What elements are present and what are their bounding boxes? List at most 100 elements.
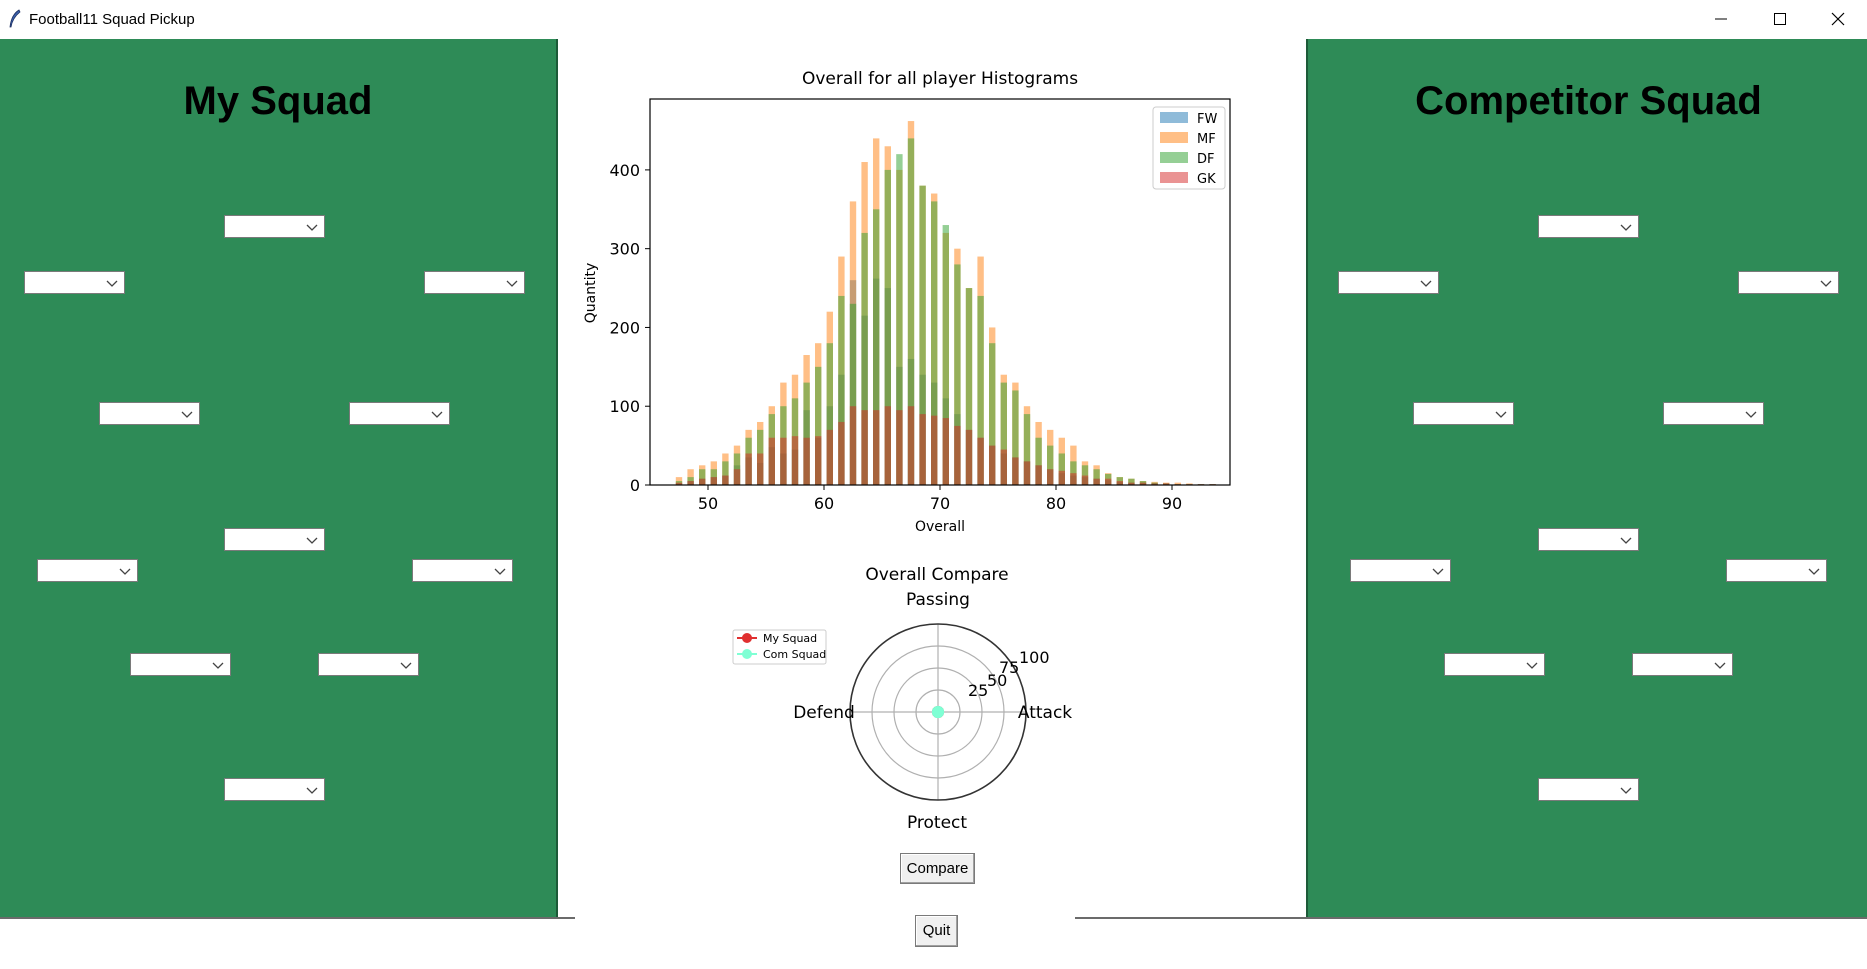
legend-label-df: DF	[1197, 152, 1215, 167]
competitor-player-select[interactable]	[1338, 271, 1439, 294]
histogram-bar-df	[1058, 453, 1065, 485]
chevron-down-icon	[1432, 568, 1444, 575]
histogram-bar-gk	[1128, 482, 1135, 485]
histogram-x-tick-label: 60	[814, 494, 834, 513]
legend-label-my-squad: My Squad	[763, 632, 817, 645]
histogram-bar-df	[977, 295, 984, 485]
radar-title: Overall Compare	[865, 565, 1008, 585]
maximize-button[interactable]	[1751, 0, 1809, 39]
chevron-down-icon	[1620, 537, 1632, 544]
histogram-bar-gk	[1000, 449, 1007, 485]
histogram-bar-df	[1128, 478, 1135, 485]
histogram-x-tick-label: 80	[1046, 494, 1066, 513]
legend-box	[1152, 106, 1226, 190]
histogram-bar-gk	[931, 415, 938, 485]
histogram-bar-df	[838, 295, 845, 485]
competitor-player-select[interactable]	[1538, 215, 1639, 238]
my-squad-player-select[interactable]	[349, 402, 450, 425]
histogram-bar-gk	[1012, 457, 1019, 485]
histogram-bar-gk	[733, 469, 741, 485]
histogram-bar-df	[1093, 469, 1100, 485]
histogram-bar-df	[919, 185, 926, 485]
histogram-bar-gk	[1070, 473, 1077, 485]
competitor-player-select[interactable]	[1538, 528, 1639, 551]
radar-axis-protect: Protect	[907, 813, 967, 833]
histogram-bar-gk	[1116, 481, 1123, 485]
competitor-player-select[interactable]	[1726, 559, 1827, 582]
chevron-down-icon	[306, 537, 318, 544]
bottom-divider-right	[1075, 917, 1867, 919]
my-squad-title: My Squad	[183, 79, 373, 123]
histogram-x-tick-label: 50	[698, 494, 718, 513]
histogram-bar-gk	[861, 410, 868, 485]
histogram-bar-df	[942, 225, 949, 486]
my-squad-player-select[interactable]	[24, 271, 125, 294]
compare-button[interactable]: Compare	[900, 853, 975, 884]
minimize-icon	[1715, 18, 1727, 20]
competitor-squad-panel: Competitor Squad	[1306, 39, 1867, 917]
histogram-bar-gk	[1163, 483, 1170, 485]
feather-icon	[9, 9, 21, 28]
window-title: Football11 Squad Pickup	[29, 11, 195, 28]
my-squad-player-select[interactable]	[130, 653, 231, 676]
histogram-bar-gk	[942, 418, 949, 485]
my-squad-player-select[interactable]	[99, 402, 200, 425]
histogram-bar-gk	[1047, 469, 1054, 485]
histogram-bar-gk	[919, 414, 926, 485]
chart-area: Overall for all player Histograms 50 60 70…	[558, 39, 1306, 917]
chevron-down-icon	[1808, 568, 1820, 575]
histogram-x-tick-label: 90	[1162, 494, 1182, 513]
my-squad-player-select[interactable]	[424, 271, 525, 294]
histogram-bar-df	[954, 264, 961, 485]
radar-point-com-squad	[932, 706, 944, 718]
histogram-bar-gk	[745, 453, 752, 485]
histogram-bar-gk	[896, 410, 903, 485]
histogram-bar-df	[931, 201, 938, 485]
my-squad-player-select[interactable]	[318, 653, 419, 676]
histogram-bar-gk	[884, 406, 891, 485]
histogram-bars	[675, 121, 1216, 486]
histogram-bar-gk	[1035, 465, 1042, 485]
my-squad-player-select[interactable]	[224, 778, 325, 801]
my-squad-player-select[interactable]	[224, 215, 325, 238]
histogram-bar-gk	[1058, 470, 1065, 485]
competitor-player-select[interactable]	[1738, 271, 1839, 294]
histogram-legend: FW MF DF GK	[1152, 106, 1226, 190]
histogram-ylabel: Quantity	[583, 263, 599, 324]
legend-label-fw: FW	[1197, 112, 1217, 127]
histogram-bar-gk	[907, 406, 915, 485]
histogram-bar-gk	[675, 482, 683, 485]
my-squad-player-select[interactable]	[224, 528, 325, 551]
legend-marker-com-squad	[742, 649, 752, 659]
my-squad-player-select[interactable]	[412, 559, 513, 582]
chevron-down-icon	[506, 280, 518, 287]
chevron-down-icon	[306, 224, 318, 231]
chevron-down-icon	[306, 787, 318, 794]
histogram-bar-df	[803, 382, 810, 485]
histogram-bar-mf	[1174, 482, 1181, 485]
competitor-player-select[interactable]	[1413, 402, 1514, 425]
legend-label-gk: GK	[1197, 172, 1216, 187]
histogram-bar-df	[965, 288, 973, 485]
competitor-player-select[interactable]	[1350, 559, 1451, 582]
legend-label-com-squad: Com Squad	[763, 648, 826, 661]
quit-button[interactable]: Quit	[915, 915, 958, 947]
histogram-bar-gk	[757, 453, 764, 485]
histogram-bar-df	[1000, 382, 1007, 485]
legend-label-mf: MF	[1197, 132, 1216, 147]
chevron-down-icon	[1714, 662, 1726, 669]
competitor-player-select[interactable]	[1538, 778, 1639, 801]
histogram-y-tick-label: 300	[609, 240, 640, 259]
competitor-player-select[interactable]	[1444, 653, 1545, 676]
competitor-player-select[interactable]	[1663, 402, 1764, 425]
legend-swatch-fw	[1160, 112, 1188, 123]
close-button[interactable]	[1809, 0, 1867, 39]
radar-axis-passing: Passing	[906, 590, 970, 610]
chevron-down-icon	[106, 280, 118, 287]
chevron-down-icon	[212, 662, 224, 669]
competitor-player-select[interactable]	[1632, 653, 1733, 676]
my-squad-player-select[interactable]	[37, 559, 138, 582]
minimize-button[interactable]	[1692, 0, 1750, 39]
histogram-bar-gk	[687, 481, 694, 485]
histogram-bar-df	[896, 154, 903, 485]
